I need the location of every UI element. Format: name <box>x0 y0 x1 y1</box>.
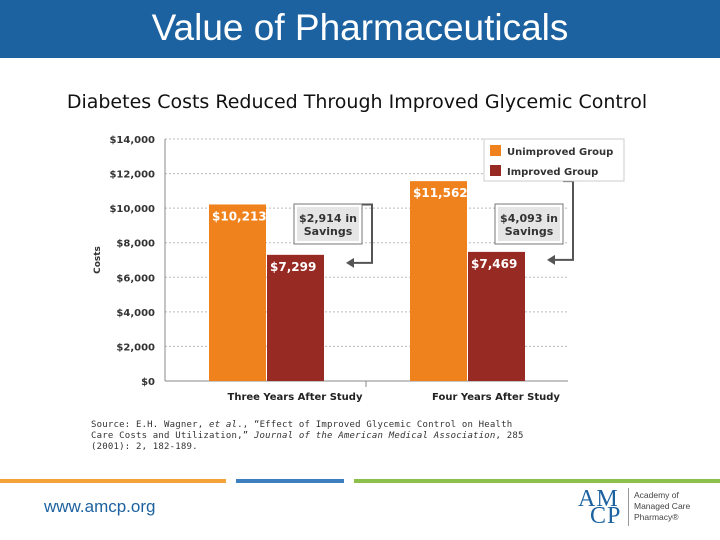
legend-box <box>483 138 625 182</box>
source-middle: ., “Effect of Improved Glycemic Control … <box>91 420 513 441</box>
y-tick-label: $14,000 <box>109 135 155 146</box>
logo-line-3: Pharmacy® <box>634 512 679 522</box>
bar <box>410 181 467 381</box>
chart-title: Diabetes Costs Reduced Through Improved … <box>66 91 648 113</box>
logo-divider <box>628 488 629 526</box>
logo-line-1: Academy of <box>634 490 679 500</box>
y-tick-label: $6,000 <box>116 273 155 284</box>
y-axis-label: Costs <box>93 246 103 274</box>
legend-swatch <box>490 145 501 156</box>
bar <box>209 204 266 381</box>
footer-rule-blue <box>236 479 344 483</box>
savings-arrowhead <box>547 254 555 265</box>
footer-url-link[interactable]: www.amcp.org <box>44 497 156 516</box>
bar <box>468 251 525 381</box>
y-tick-label: $8,000 <box>116 239 155 250</box>
y-tick-label: $10,000 <box>109 204 155 215</box>
bar-value-label: $7,469 <box>471 257 517 271</box>
logo-line-2: Managed Care <box>634 501 691 511</box>
amcp-logo: AM CP Academy of Managed Care Pharmacy® <box>576 486 696 530</box>
savings-box <box>297 207 359 241</box>
savings-label-line2: Savings <box>304 225 353 238</box>
savings-label-line2: Savings <box>505 225 554 238</box>
logo-text: Academy of Managed Care Pharmacy® <box>634 490 690 523</box>
slide-title: Value of Pharmaceuticals <box>151 7 569 48</box>
footer-rule-orange <box>0 479 226 483</box>
y-tick-label: $4,000 <box>116 308 155 319</box>
bar-value-label: $7,299 <box>270 260 316 274</box>
savings-box <box>498 207 560 241</box>
savings-bracket <box>352 203 373 264</box>
legend-label: Unimproved Group <box>507 147 613 158</box>
bar-value-label: $10,213 <box>212 209 267 223</box>
title-bar: Value of Pharmaceuticals <box>0 0 720 58</box>
source-prefix: Source: E.H. Wagner, <box>91 420 209 430</box>
legend-label: Improved Group <box>507 167 598 178</box>
savings-label-line1: $4,093 in <box>500 212 558 225</box>
savings-arrowhead <box>346 257 354 268</box>
y-tick-label: $0 <box>141 377 155 388</box>
source-journal: Journal of the American Medical Associat… <box>253 431 496 441</box>
x-tick-label: Four Years After Study <box>432 392 560 403</box>
source-suffix: , 285 (2001): 2, 182-189. <box>91 431 524 452</box>
logo-am: AM <box>578 486 619 512</box>
y-tick-label: $2,000 <box>116 342 155 353</box>
bar-value-label: $11,562 <box>413 186 468 200</box>
footer-rule-green <box>354 479 720 483</box>
bar-chart: $0 $2,000 $4,000 $6,000 $8,000 $10,000 $12,000… <box>93 135 625 403</box>
y-tick-label: $12,000 <box>109 170 155 181</box>
logo-cp: CP <box>590 503 622 529</box>
legend-swatch <box>490 165 501 176</box>
savings-label-line1: $2,914 in <box>299 212 357 225</box>
footer-rule <box>0 479 720 483</box>
source-etal: et al <box>209 420 238 430</box>
source-citation: Source: E.H. Wagner, et al., “Effect of … <box>91 420 531 453</box>
bar <box>267 254 324 381</box>
x-tick-label: Three Years After Study <box>228 392 363 403</box>
